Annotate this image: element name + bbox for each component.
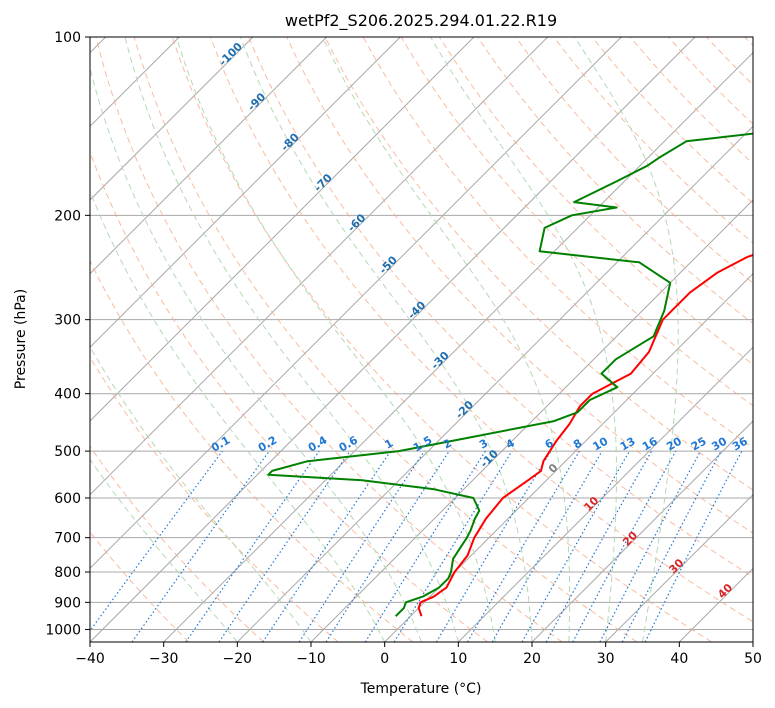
- plot-frame: [89, 36, 754, 643]
- y-tick-label: 1000: [45, 622, 81, 638]
- dry-adiabat: [248, 37, 753, 578]
- moist-adiabat: [90, 65, 422, 642]
- dry-adiabat: [171, 37, 712, 642]
- isotherm-line: [457, 346, 753, 642]
- chart-title: wetPf2_S206.2025.294.01.22.R19: [285, 11, 557, 31]
- mixing-ratio-line: [90, 450, 223, 632]
- y-tick-label: 300: [54, 313, 81, 329]
- moist-adiabat: [322, 37, 571, 642]
- isotherm-line: [90, 37, 475, 422]
- y-tick-label: 200: [54, 208, 81, 224]
- y-tick-label: 700: [54, 531, 81, 547]
- mixing-ratio-line: [325, 450, 450, 642]
- isotherm-line: [90, 37, 401, 349]
- x-tick-label: −10: [296, 651, 326, 667]
- y-tick-label: 100: [54, 30, 81, 46]
- dry-adiabat: [324, 37, 753, 491]
- mixing-ratio-line: [393, 450, 513, 642]
- dry-adiabat: [591, 37, 753, 204]
- x-tick-label: 0: [380, 651, 389, 667]
- y-tick-label: 600: [54, 491, 81, 507]
- y-tick-label: 500: [54, 444, 81, 460]
- mixing-ratio-line: [218, 450, 351, 642]
- x-tick-label: 40: [670, 651, 688, 667]
- dry-adiabat: [133, 37, 638, 642]
- moist-adiabat: [90, 458, 238, 642]
- y-axis-label: Pressure (hPa): [13, 289, 29, 389]
- mixing-ratio-line: [364, 450, 486, 642]
- background-lines: [90, 37, 753, 642]
- moist-adiabat: [239, 37, 533, 642]
- moist-adiabat: [430, 37, 617, 642]
- isotherm-line: [236, 125, 753, 642]
- isotherm-line: [163, 51, 753, 642]
- y-tick-label: 900: [54, 595, 81, 611]
- x-tick-label: −20: [223, 651, 253, 667]
- x-tick-label: 10: [449, 651, 467, 667]
- temperature-profile: [417, 253, 753, 617]
- dry-adiabat: [515, 37, 753, 284]
- moist-adiabat: [124, 37, 459, 642]
- isotherm-line: [90, 37, 696, 642]
- dry-adiabat: [90, 445, 264, 642]
- axes: −40 −30 −20 −10 0 10 20 30 40 50 100 200 300 400 500 60…: [45, 30, 762, 667]
- isotherm-line: [384, 272, 753, 642]
- isotherm-line: [90, 37, 328, 275]
- moist-adiabat: [90, 345, 312, 642]
- dry-adiabat: [400, 37, 753, 407]
- dry-adiabat: [362, 37, 753, 449]
- dry-adiabat: [95, 37, 563, 642]
- x-tick-label: 30: [597, 651, 615, 667]
- dry-adiabat: [90, 259, 414, 642]
- x-tick-label: 50: [744, 651, 762, 667]
- mixing-ratio-line: [521, 450, 631, 642]
- isotherm-line: [605, 493, 753, 642]
- dry-adiabat: [629, 37, 753, 165]
- mixing-ratio-line: [185, 450, 320, 642]
- isotherm-line: [531, 420, 753, 642]
- dry-adiabat: [477, 37, 753, 325]
- mixing-ratio-line: [491, 450, 603, 642]
- isotherm-line: [90, 37, 622, 570]
- x-tick-label: −30: [149, 651, 179, 667]
- profile-lines: [267, 132, 753, 617]
- mixing-ratio-line: [545, 450, 653, 642]
- dewpoint-profile: [267, 132, 753, 617]
- isotherm-line: [90, 37, 549, 496]
- moist-adiabat: [574, 37, 679, 642]
- mixing-ratio-line: [466, 450, 580, 642]
- x-axis-label: Temperature (°C): [360, 681, 482, 697]
- x-tick-label: 20: [523, 651, 541, 667]
- y-tick-label: 400: [54, 387, 81, 403]
- moist-adiabat: [175, 37, 496, 642]
- mixing-ratio-line: [572, 450, 677, 642]
- dry-adiabat: [210, 37, 753, 623]
- moist-adiabat: [90, 189, 386, 642]
- mixing-ratio-line: [435, 450, 552, 642]
- isotherm-line: [90, 37, 254, 201]
- mixing-ratio-line: [131, 450, 270, 642]
- y-tick-label: 800: [54, 565, 81, 581]
- x-tick-label: −40: [75, 651, 105, 667]
